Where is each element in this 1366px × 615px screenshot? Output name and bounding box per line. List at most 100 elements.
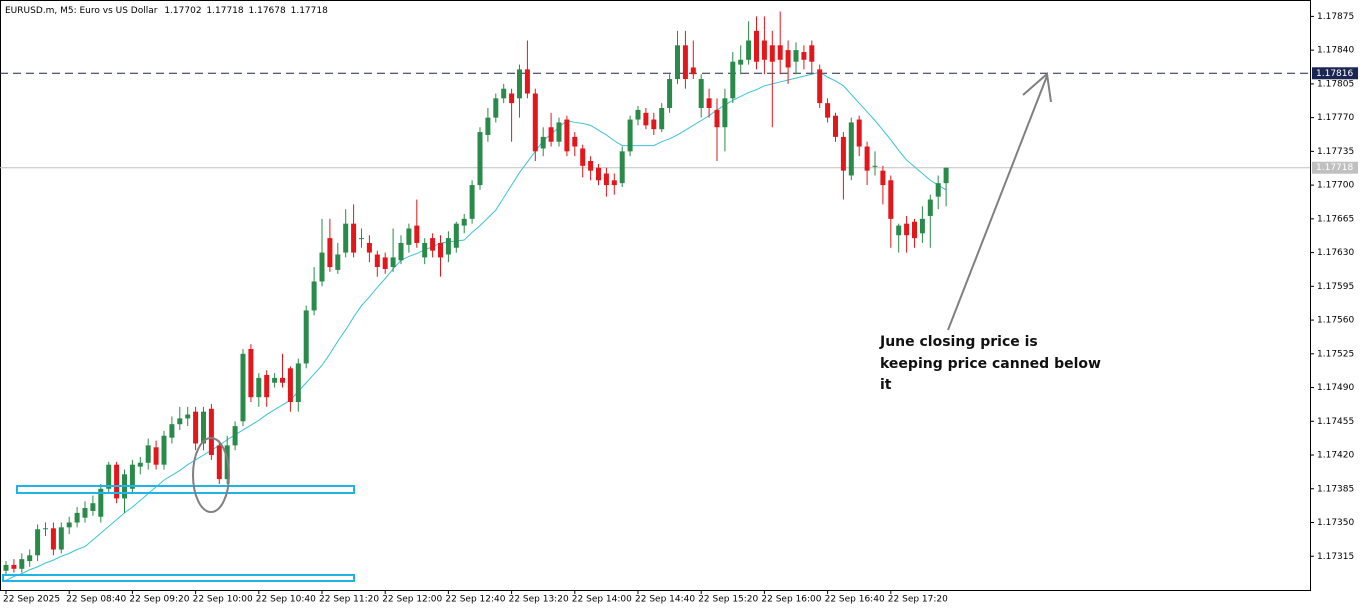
candle-body <box>619 151 625 184</box>
candle-body <box>746 40 752 60</box>
x-tick-label: 22 Sep 12:00 <box>382 595 442 605</box>
y-tick-label: 1.17385 <box>1317 484 1354 494</box>
candle-body <box>896 225 902 236</box>
candle-body <box>106 464 112 489</box>
candle-body <box>935 183 941 197</box>
candle-body <box>825 103 831 118</box>
candle-body <box>793 50 799 62</box>
candle-body <box>477 132 483 186</box>
y-tick-label: 1.17595 <box>1317 282 1354 292</box>
plot-frame <box>0 0 1311 591</box>
candle-body <box>114 464 120 499</box>
support-zone <box>2 574 355 582</box>
y-tick-label: 1.17350 <box>1317 518 1354 528</box>
candle-body <box>422 242 428 258</box>
symbol-title: EURUSD.m, M5: Euro vs US Dollar <box>5 6 158 16</box>
candle-body <box>438 242 443 258</box>
candle-body <box>540 136 546 149</box>
candle-body <box>785 50 791 68</box>
highlight-ellipse <box>192 437 230 513</box>
candle-body <box>185 414 191 419</box>
moving-average <box>5 71 947 581</box>
price-tag-label: 1.17816 <box>1316 69 1353 79</box>
annotation-line: keeping price canned below <box>880 356 1101 372</box>
candle-body <box>453 223 459 248</box>
candle-body <box>469 185 475 219</box>
candle-body <box>216 445 222 480</box>
candle-body <box>856 119 862 147</box>
candle-body <box>580 148 586 166</box>
arrow-shaft <box>947 75 1048 331</box>
arrow-head <box>1022 72 1052 103</box>
candle-body <box>738 59 744 65</box>
candle-body <box>643 112 649 126</box>
candle-body <box>714 109 720 128</box>
candle-body <box>359 238 364 240</box>
chart-header: EURUSD.m, M5: Euro vs US Dollar 1.17702 … <box>5 6 328 16</box>
candle-body <box>19 559 25 569</box>
x-tick-label: 22 Sep 2025 <box>3 595 60 605</box>
candle-body <box>698 79 704 108</box>
candle-body <box>690 67 696 75</box>
candle-body <box>754 30 759 62</box>
candle-body <box>366 242 372 253</box>
candle-body <box>517 69 522 99</box>
x-tick-label: 22 Sep 15:20 <box>698 595 758 605</box>
plot-layer <box>0 11 1310 581</box>
x-tick-label: 22 Sep 09:20 <box>129 595 189 605</box>
y-tick-label: 1.17420 <box>1317 451 1354 461</box>
x-tick-label: 22 Sep 13:20 <box>509 595 569 605</box>
candle-body <box>382 257 388 269</box>
candle-body <box>27 555 33 562</box>
candle-body <box>82 508 88 518</box>
x-tick-label: 22 Sep 08:40 <box>66 595 126 605</box>
y-tick-label: 1.17875 <box>1317 12 1354 22</box>
candle-body <box>58 527 64 550</box>
candle-body <box>564 119 570 152</box>
candle-body <box>840 136 846 171</box>
candle-body <box>319 252 325 282</box>
candle-body <box>501 88 507 99</box>
candle-body <box>66 522 72 528</box>
x-tick-label: 22 Sep 17:20 <box>888 595 948 605</box>
header-low: 1.17678 <box>249 6 286 16</box>
candle-body <box>406 228 412 245</box>
candle-body <box>169 424 175 438</box>
y-tick-label: 1.17735 <box>1317 147 1354 157</box>
candle-body <box>493 98 499 118</box>
candle-body <box>201 411 206 444</box>
candle-body <box>596 167 601 181</box>
y-tick-label: 1.17560 <box>1317 316 1354 326</box>
candle-body <box>675 45 680 80</box>
candle-body <box>351 223 357 253</box>
candle-body <box>153 447 159 465</box>
candle-body <box>445 238 451 255</box>
candle-body <box>390 257 396 268</box>
candle-body <box>611 180 617 186</box>
candle-body <box>50 528 56 550</box>
y-tick-label: 1.17770 <box>1317 113 1354 123</box>
candle-body <box>43 528 48 530</box>
candle-body <box>524 69 530 94</box>
candle-body <box>256 377 262 398</box>
candle-body <box>11 564 17 569</box>
candle-body <box>3 564 9 571</box>
candle-body <box>722 98 728 128</box>
candle-body <box>904 223 910 236</box>
candle-body <box>801 52 807 60</box>
candle-body <box>509 93 515 104</box>
candle-body <box>311 281 317 311</box>
candle-body <box>927 199 933 216</box>
candle-body <box>430 238 436 251</box>
candle-body <box>682 45 688 80</box>
x-tick-label: 22 Sep 16:00 <box>761 595 821 605</box>
y-tick-label: 1.17455 <box>1317 417 1354 427</box>
y-tick-label: 1.17630 <box>1317 248 1354 258</box>
x-tick-label: 22 Sep 10:40 <box>256 595 316 605</box>
candle-body <box>872 165 878 167</box>
candle-body <box>264 375 270 398</box>
candle-body <box>303 310 309 364</box>
candle-body <box>627 119 633 152</box>
price-tag <box>1312 67 1358 80</box>
candle-body <box>374 254 380 268</box>
